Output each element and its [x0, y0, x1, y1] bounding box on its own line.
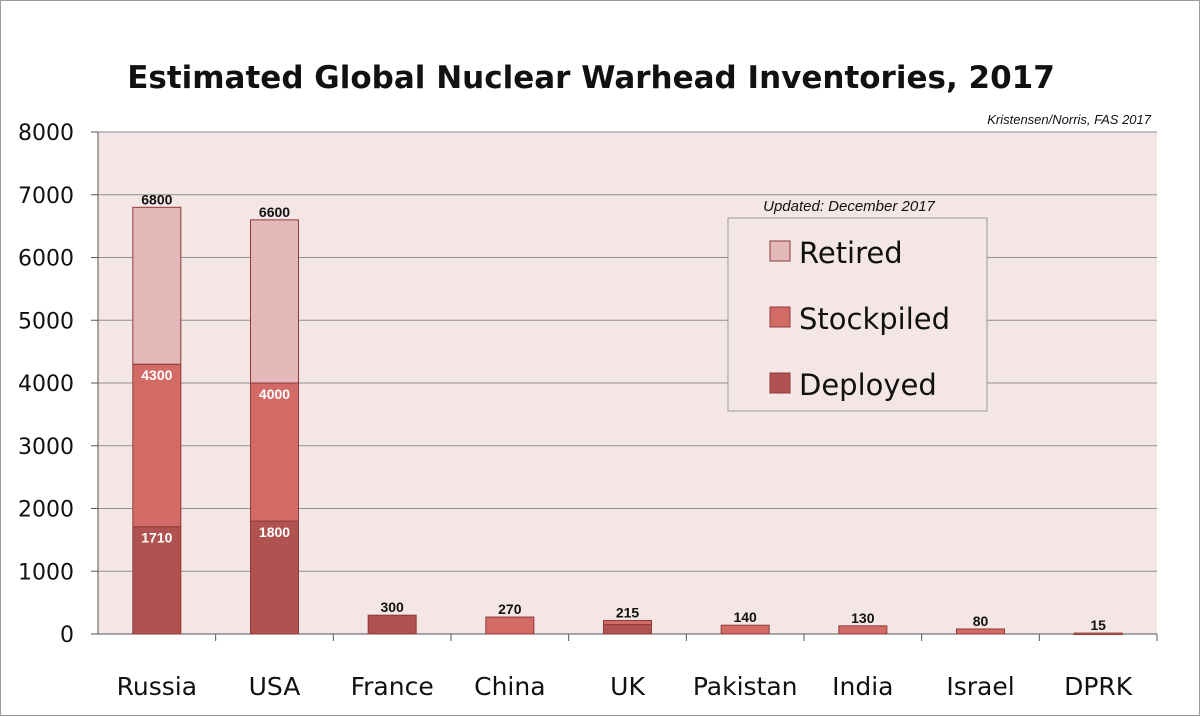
total-label-russia: 6800 — [141, 191, 172, 207]
bar-pakistan-stockpiled — [720, 624, 770, 635]
ytick-label-7000: 7000 — [18, 184, 74, 209]
xtick-label-uk: UK — [610, 672, 645, 701]
bar-russia-stockpiled — [132, 363, 182, 528]
source-note: Kristensen/Norris, FAS 2017 — [987, 112, 1152, 127]
xtick-label-israel: Israel — [946, 672, 1014, 701]
bar-russia-deployed — [132, 526, 182, 635]
bar-usa-stockpiled — [250, 382, 299, 522]
total-label-pakistan: 140 — [733, 609, 757, 625]
bar-usa-retired — [250, 219, 299, 384]
bar-uk-stockpiled — [603, 620, 652, 626]
ytick-label-1000: 1000 — [18, 560, 74, 585]
updated-note: Updated: December 2017 — [763, 198, 935, 215]
bar-dprk-stockpiled — [1073, 632, 1123, 636]
xtick-label-india: India — [832, 672, 893, 701]
bar-china-stockpiled — [485, 616, 535, 635]
legend-label-retired: Retired — [799, 236, 903, 270]
bar-russia-retired — [132, 206, 182, 365]
legend-swatch-retired — [769, 240, 791, 262]
bar-israel-stockpiled — [956, 628, 1005, 635]
total-label-uk: 215 — [616, 605, 640, 621]
inner-label-russia-1710: 1710 — [141, 530, 172, 546]
xtick-label-russia: Russia — [117, 672, 197, 701]
inner-label-usa-1800: 1800 — [259, 524, 290, 540]
total-label-usa: 6600 — [259, 204, 290, 220]
bar-india-stockpiled — [838, 625, 888, 635]
ytick-label-0: 0 — [60, 623, 74, 648]
xtick-label-dprk: DPRK — [1064, 672, 1133, 701]
xtick-label-china: China — [474, 672, 545, 701]
ytick-label-4000: 4000 — [18, 372, 74, 397]
ytick-label-6000: 6000 — [18, 247, 74, 272]
xtick-label-usa: USA — [249, 672, 301, 701]
chart-title: Estimated Global Nuclear Warhead Invento… — [127, 60, 1055, 96]
ytick-label-8000: 8000 — [18, 121, 74, 146]
ytick-label-5000: 5000 — [18, 309, 74, 334]
inner-label-russia-4300: 4300 — [141, 367, 172, 383]
legend-label-deployed: Deployed — [799, 368, 937, 402]
total-label-israel: 80 — [973, 613, 989, 629]
bar-usa-deployed — [250, 520, 299, 635]
total-label-india: 130 — [851, 610, 875, 626]
total-label-dprk: 15 — [1090, 617, 1106, 633]
bar-uk-deployed — [603, 624, 652, 635]
bar-france-deployed — [367, 614, 417, 635]
legend-label-stockpiled: Stockpiled — [799, 302, 950, 336]
inner-label-usa-4000: 4000 — [259, 386, 290, 402]
legend-swatch-stockpiled — [769, 306, 791, 328]
total-label-china: 270 — [498, 601, 522, 617]
xtick-label-france: France — [351, 672, 434, 701]
total-label-france: 300 — [380, 599, 404, 615]
ytick-label-2000: 2000 — [18, 498, 74, 523]
legend-swatch-deployed — [769, 372, 791, 394]
ytick-label-3000: 3000 — [18, 435, 74, 460]
xtick-label-pakistan: Pakistan — [693, 672, 798, 701]
